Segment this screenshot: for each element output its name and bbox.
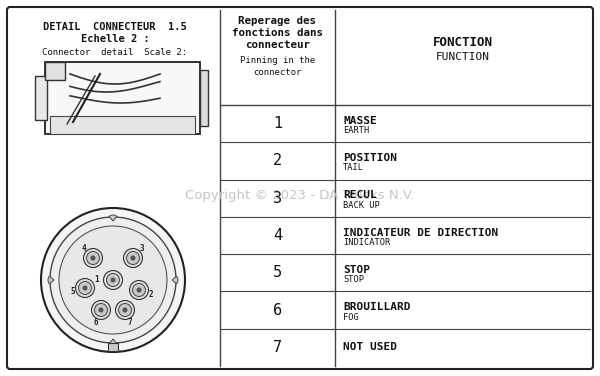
Text: Copyright © 2023 - DA Trucks N.V.: Copyright © 2023 - DA Trucks N.V. — [185, 188, 415, 202]
Text: 1: 1 — [95, 276, 100, 285]
Circle shape — [95, 303, 107, 317]
Text: 7: 7 — [128, 318, 132, 327]
Wedge shape — [48, 276, 54, 284]
Bar — [108, 343, 118, 351]
Text: 4: 4 — [273, 228, 282, 243]
Text: 3: 3 — [273, 191, 282, 206]
Text: DETAIL  CONNECTEUR  1.5: DETAIL CONNECTEUR 1.5 — [43, 22, 187, 32]
Text: 7: 7 — [273, 340, 282, 355]
Wedge shape — [109, 215, 117, 221]
Circle shape — [133, 284, 146, 297]
Text: EARTH: EARTH — [343, 126, 369, 135]
Bar — [45, 62, 65, 80]
Text: RECUL: RECUL — [343, 190, 377, 200]
Text: MASSE: MASSE — [343, 116, 377, 126]
Text: 4: 4 — [82, 244, 86, 253]
Text: 2: 2 — [273, 153, 282, 168]
Circle shape — [127, 252, 139, 264]
Circle shape — [86, 252, 100, 264]
Text: fonctions dans: fonctions dans — [232, 28, 323, 38]
FancyBboxPatch shape — [7, 7, 593, 369]
Bar — [200, 70, 208, 126]
Text: BACK UP: BACK UP — [343, 201, 380, 210]
Text: FOG: FOG — [343, 312, 359, 321]
Text: STOP: STOP — [343, 265, 370, 275]
Text: 2: 2 — [149, 290, 154, 299]
Circle shape — [79, 282, 91, 294]
Circle shape — [130, 280, 149, 300]
Circle shape — [91, 256, 95, 261]
Text: 3: 3 — [139, 244, 144, 253]
Circle shape — [104, 270, 122, 290]
Circle shape — [59, 226, 167, 334]
Circle shape — [119, 303, 131, 317]
Bar — [35, 76, 47, 120]
Text: FUNCTION: FUNCTION — [436, 52, 490, 62]
Circle shape — [110, 277, 115, 282]
Text: Reperage des: Reperage des — [239, 16, 317, 26]
Text: FONCTION: FONCTION — [433, 36, 493, 49]
Text: 1: 1 — [273, 116, 282, 131]
Text: STOP: STOP — [343, 275, 364, 284]
Circle shape — [50, 217, 176, 343]
Text: 5: 5 — [70, 287, 75, 296]
Text: NOT USED: NOT USED — [343, 343, 397, 352]
Text: Connector  detail  Scale 2:: Connector detail Scale 2: — [43, 48, 188, 57]
Circle shape — [41, 208, 185, 352]
Text: TAIL: TAIL — [343, 164, 364, 173]
Bar — [45, 62, 200, 134]
Text: connecteur: connecteur — [245, 40, 310, 50]
Circle shape — [91, 300, 110, 320]
Circle shape — [83, 285, 88, 291]
Text: connector: connector — [253, 68, 302, 77]
Text: Pinning in the: Pinning in the — [240, 56, 315, 65]
Bar — [50, 116, 195, 134]
Circle shape — [131, 256, 136, 261]
Circle shape — [107, 273, 119, 287]
Text: POSITION: POSITION — [343, 153, 397, 163]
Text: Echelle 2 :: Echelle 2 : — [80, 34, 149, 44]
Text: BROUILLARD: BROUILLARD — [343, 302, 410, 312]
Circle shape — [83, 249, 103, 267]
Circle shape — [98, 308, 104, 312]
Circle shape — [76, 279, 95, 297]
Text: 6: 6 — [94, 318, 98, 327]
Text: INDICATEUR DE DIRECTION: INDICATEUR DE DIRECTION — [343, 227, 498, 238]
Text: 6: 6 — [273, 303, 282, 318]
Circle shape — [115, 300, 134, 320]
Text: INDICATOR: INDICATOR — [343, 238, 390, 247]
Circle shape — [137, 288, 142, 293]
Circle shape — [124, 249, 143, 267]
Circle shape — [122, 308, 128, 312]
Wedge shape — [172, 276, 178, 284]
Wedge shape — [109, 339, 117, 345]
Text: 5: 5 — [273, 265, 282, 280]
